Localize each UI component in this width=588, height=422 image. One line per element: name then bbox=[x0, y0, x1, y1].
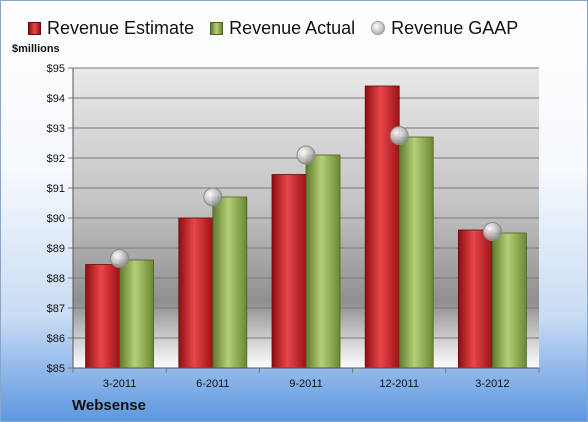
y-tick-label: $93 bbox=[47, 123, 65, 135]
bar-revenue-estimate bbox=[178, 217, 214, 369]
bar-revenue-actual bbox=[212, 196, 248, 369]
legend-item-estimate: Revenue Estimate bbox=[28, 18, 194, 39]
bar-revenue-actual bbox=[119, 259, 154, 369]
legend-swatch-actual bbox=[210, 21, 224, 35]
bar-revenue-estimate bbox=[457, 229, 493, 369]
y-axis-ticks: $85 $86 $87 $88 $89 $90 $91 $92 $93 $94 $95 bbox=[47, 63, 65, 375]
gaap-markers bbox=[110, 126, 502, 268]
company-name: Websense bbox=[72, 397, 146, 414]
bar-revenue-actual bbox=[305, 154, 341, 369]
legend: Revenue Estimate Revenue Actual Revenue … bbox=[28, 16, 518, 40]
y-tick-label: $89 bbox=[47, 243, 65, 255]
bar-revenue-actual bbox=[491, 232, 527, 369]
y-tick-label: $92 bbox=[47, 153, 65, 165]
x-tick-label: 3-2011 bbox=[103, 378, 136, 390]
x-tick-label: 3-2012 bbox=[475, 378, 509, 390]
y-tick-label: $90 bbox=[47, 213, 65, 225]
y-tick-label: $85 bbox=[47, 363, 65, 375]
y-tick-label: $87 bbox=[47, 303, 65, 315]
x-tick-label: 12-2011 bbox=[379, 378, 419, 390]
bar-revenue-estimate bbox=[271, 174, 307, 369]
marker-revenue-gaap bbox=[203, 187, 223, 207]
legend-item-gaap: Revenue GAAP bbox=[371, 18, 518, 39]
y-tick-label: $94 bbox=[47, 93, 65, 105]
legend-swatch-gaap bbox=[371, 21, 386, 35]
y-tick-label: $91 bbox=[47, 183, 65, 195]
x-tick-label: 6-2011 bbox=[196, 378, 229, 390]
y-tick-label: $86 bbox=[47, 333, 65, 345]
y-tick-label: $95 bbox=[47, 63, 65, 75]
marker-revenue-gaap bbox=[110, 249, 130, 268]
y-axis-unit-label: $millions bbox=[12, 43, 60, 55]
y-tick-label: $88 bbox=[47, 273, 65, 285]
bars bbox=[85, 85, 527, 369]
x-tick-label: 9-2011 bbox=[289, 378, 322, 390]
legend-label-gaap: Revenue GAAP bbox=[391, 17, 519, 38]
x-axis-ticks: 3-2011 6-2011 9-2011 12-2011 3-2012 bbox=[72, 68, 540, 390]
marker-revenue-gaap bbox=[296, 145, 316, 165]
marker-revenue-gaap bbox=[389, 126, 409, 145]
legend-swatch-estimate bbox=[28, 21, 41, 35]
bar-revenue-estimate bbox=[85, 264, 120, 369]
bar-revenue-actual bbox=[398, 136, 434, 369]
legend-label-actual: Revenue Actual bbox=[229, 17, 356, 38]
legend-item-actual: Revenue Actual bbox=[210, 18, 355, 39]
legend-label-estimate: Revenue Estimate bbox=[47, 17, 195, 38]
marker-revenue-gaap bbox=[482, 222, 502, 241]
